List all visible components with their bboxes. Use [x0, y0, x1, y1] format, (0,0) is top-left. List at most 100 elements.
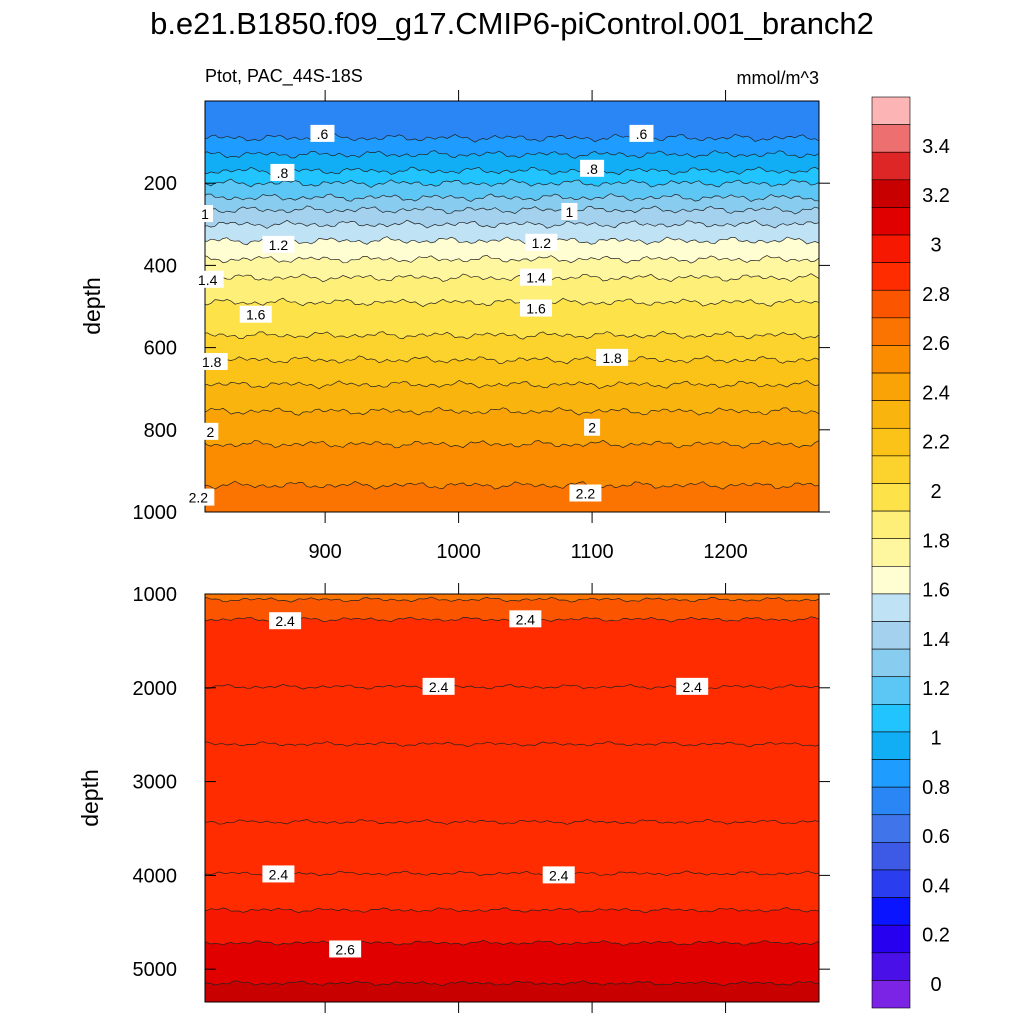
y-tick-label: 800: [144, 420, 177, 442]
contour-line: [205, 255, 819, 264]
colorbar-swatch: [871, 869, 911, 898]
colorbar-label: 1.6: [922, 580, 950, 602]
lower-y-axis-title: depth: [77, 769, 103, 827]
contour-label-text: 1.6: [526, 301, 546, 317]
contour-line: [205, 379, 819, 390]
colorbar-label: 2.8: [922, 284, 950, 306]
contour-line-label: 2.4: [542, 866, 575, 884]
x-tick-label: 1100: [571, 541, 614, 563]
contour-line-label: 1.6: [520, 299, 553, 317]
colorbar-swatch: [871, 345, 911, 374]
y-tick-label: 400: [144, 255, 177, 277]
contour-label-text: 2: [588, 420, 596, 436]
y-tick-label: 200: [144, 173, 177, 195]
contour-label-background: [542, 866, 575, 884]
colorbar-label: 3: [930, 235, 941, 257]
colorbar-swatch: [871, 455, 911, 484]
contour-line: [205, 870, 819, 877]
contour-line-label: 2.4: [509, 610, 542, 628]
colorbar-swatch: [871, 317, 911, 346]
contour-line: [205, 741, 819, 747]
upper-plot-frame: [204, 100, 820, 513]
contour-line-label: 2.4: [262, 865, 295, 883]
contour-label-background: [195, 352, 228, 370]
contour-label-text: 2: [206, 424, 214, 440]
contour-label-text: 1.6: [246, 307, 266, 323]
contour-line-label: 2: [584, 418, 601, 436]
contour-line-label: 1.2: [262, 235, 295, 253]
colorbar-label: 1: [930, 728, 941, 750]
contour-label-background: [520, 268, 553, 286]
contour-label-text: 2.4: [682, 679, 702, 695]
colorbar-swatch: [871, 704, 911, 733]
contour-line: [205, 939, 819, 946]
contour-label-background: [191, 270, 224, 288]
colorbar-swatch: [871, 234, 911, 263]
y-tick-label: 1000: [133, 584, 178, 606]
colorbar-swatch: [871, 621, 911, 650]
colorbar-swatch: [871, 648, 911, 678]
y-tick-label: 3000: [133, 772, 178, 794]
contour-label-background: [676, 677, 709, 695]
x-tick-label: 1200: [703, 541, 748, 563]
contour-line-label: .8: [580, 159, 605, 177]
contour-label-background: [310, 124, 335, 142]
contour-band-fill: [205, 481, 819, 512]
contour-label-background: [422, 677, 455, 695]
colorbar-swatch: [871, 924, 911, 954]
colorbar-swatch: [871, 897, 911, 926]
contour-label-text: 1: [565, 204, 573, 220]
contour-label-background: [329, 940, 362, 958]
colorbar-label: 2.4: [922, 382, 950, 404]
colorbar-label: 0.8: [922, 777, 950, 799]
colorbar-swatch: [871, 842, 911, 871]
contour-label-text: .6: [317, 126, 329, 142]
contour-label-background: [584, 418, 601, 436]
lower-axis-ticks: 1000 2000 3000 4000 5000: [133, 583, 830, 1013]
contour-label-background: [239, 305, 272, 323]
colorbar-swatch: [871, 372, 911, 401]
contour-label-text: 2.2: [189, 490, 209, 506]
colorbar-swatch: [871, 124, 911, 153]
colorbar-swatch: [871, 483, 911, 512]
contour-label-text: .8: [277, 165, 289, 181]
contour-line: [205, 355, 819, 365]
x-tick-label: 1000: [436, 541, 481, 563]
colorbar-swatch: [871, 566, 911, 595]
contour-label-text: 2.6: [335, 941, 355, 957]
colorbar-swatch: [871, 814, 911, 843]
upper-y-axis-title: depth: [79, 277, 105, 335]
contour-label-background: [197, 205, 213, 223]
contour-label-text: .8: [586, 161, 598, 177]
colorbar-swatch: [871, 538, 911, 567]
contour-line: [205, 596, 819, 603]
lower-plot-frame: [204, 593, 820, 1003]
upper-depth-panel: 200 400 600 800 1000 900 1000 1100 1200 .6 .6 .8 .8…: [79, 66, 830, 563]
colorbar-label: 2: [930, 481, 941, 503]
colorbar-label: 1.8: [922, 530, 950, 552]
colorbar-swatch: [871, 207, 911, 236]
variable-label: Ptot, PAC_44S-18S: [205, 66, 363, 87]
contour-label-text: .6: [636, 126, 648, 142]
colorbar-swatch: [871, 759, 911, 788]
y-tick-label: 5000: [133, 959, 178, 981]
contour-line: [205, 907, 819, 913]
colorbar-swatch: [871, 179, 911, 208]
contour-line-label: 2.2: [569, 484, 602, 502]
contour-label-background: [262, 865, 295, 883]
contour-line: [205, 439, 819, 449]
colorbar-swatch: [871, 952, 911, 981]
contour-label-background: [509, 610, 542, 628]
contour-line: [205, 819, 819, 825]
contour-label-text: 2.4: [275, 613, 295, 629]
y-tick-label: 4000: [133, 865, 178, 887]
contour-line: [205, 219, 819, 229]
contour-label-text: 2.2: [576, 486, 596, 502]
contour-line: [205, 133, 819, 143]
contour-label-text: 2.4: [429, 679, 449, 695]
colorbar-label: 0.6: [922, 826, 950, 848]
contour-line-label: 1: [561, 202, 578, 220]
contour-line: [205, 205, 819, 215]
